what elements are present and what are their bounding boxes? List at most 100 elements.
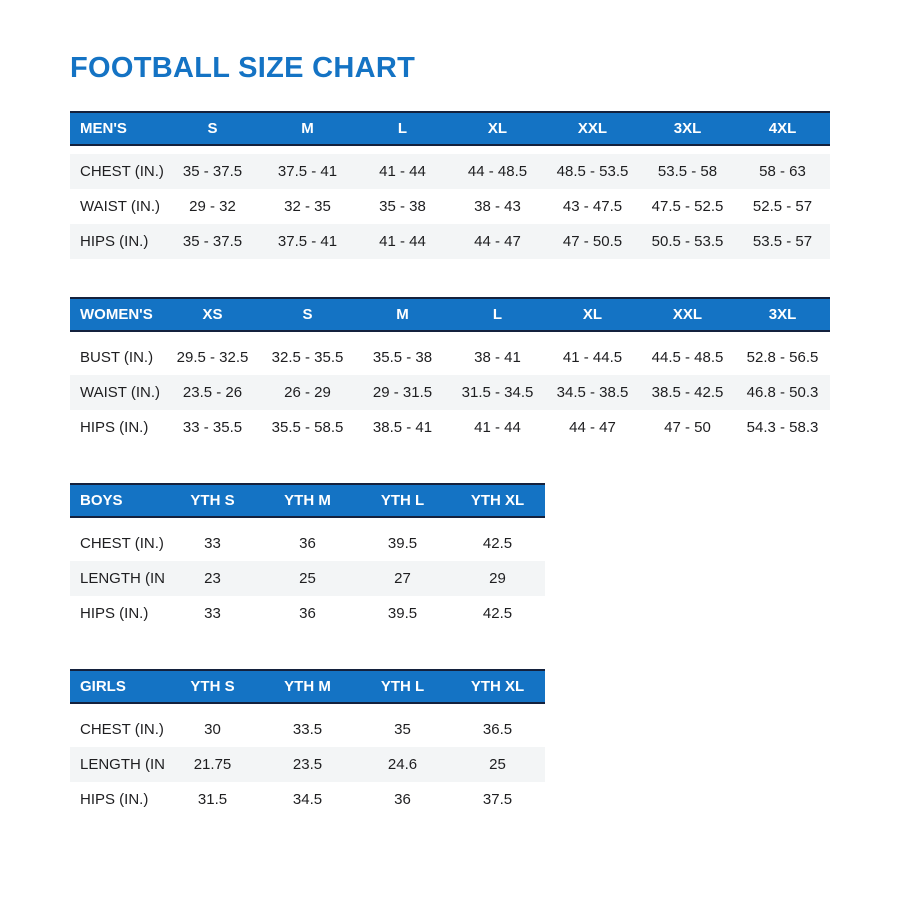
column-header-yth-xl: YTH XL xyxy=(470,492,525,509)
cell-value: 42.5 xyxy=(482,605,513,622)
size-chart-page: FOOTBALL SIZE CHART MEN'S S M L XL XXL 3XL 4XL C… xyxy=(70,52,900,817)
table-row-length-in: LENGTH (IN.) 21.75 23.5 24.6 25 xyxy=(70,747,545,782)
row-label: HIPS (IN.) xyxy=(80,419,149,436)
table-row-waist-in: WAIST (IN.) 29 - 32 32 - 35 35 - 38 38 - 43 4… xyxy=(70,189,830,224)
row-label: HIPS (IN.) xyxy=(80,233,149,250)
cell-value: 36 xyxy=(299,535,316,552)
table-title: WOMEN'S xyxy=(80,306,153,323)
row-label: WAIST (IN.) xyxy=(80,198,160,215)
cell-value: 44 - 47 xyxy=(569,419,616,436)
column-header-yth-l: YTH L xyxy=(380,492,425,509)
cell-value: 27 xyxy=(394,570,411,587)
cell-value: 25 xyxy=(489,756,506,773)
cell-value: 54.3 - 58.3 xyxy=(746,419,819,436)
cell-value: 38 - 43 xyxy=(474,198,521,215)
table-row-chest-in: CHEST (IN.) 30 33.5 35 36.5 xyxy=(70,712,545,747)
column-header-l: L xyxy=(397,120,408,137)
cell-value: 34.5 - 38.5 xyxy=(556,384,629,401)
row-label: HIPS (IN.) xyxy=(80,605,149,622)
cell-value: 34.5 xyxy=(292,791,323,808)
table-title: GIRLS xyxy=(80,678,126,695)
cell-value: 26 - 29 xyxy=(284,384,331,401)
cell-value: 41 - 44 xyxy=(379,163,426,180)
cell-value: 41 - 44.5 xyxy=(562,349,623,366)
cell-value: 23.5 - 26 xyxy=(182,384,243,401)
column-header-yth-l: YTH L xyxy=(380,678,425,695)
table-title: BOYS xyxy=(80,492,123,509)
size-table-boys: BOYS YTH S YTH M YTH L YTH XL CHEST (IN.) 33 36… xyxy=(70,483,545,631)
cell-value: 35 - 38 xyxy=(379,198,426,215)
page-title: FOOTBALL SIZE CHART xyxy=(70,52,416,84)
cell-value: 29 xyxy=(489,570,506,587)
cell-value: 38.5 - 41 xyxy=(372,419,433,436)
cell-value: 47 - 50.5 xyxy=(562,233,623,250)
column-header-yth-xl: YTH XL xyxy=(470,678,525,695)
size-table-girls: GIRLS YTH S YTH M YTH L YTH XL CHEST (IN.) 30 3… xyxy=(70,669,545,817)
cell-value: 29 - 31.5 xyxy=(372,384,433,401)
column-header-4xl: 4XL xyxy=(768,120,797,137)
cell-value: 33 xyxy=(204,605,221,622)
cell-value: 47.5 - 52.5 xyxy=(651,198,724,215)
cell-value: 33 - 35.5 xyxy=(182,419,243,436)
row-label: LENGTH (IN.) xyxy=(80,756,165,773)
cell-value: 38.5 - 42.5 xyxy=(651,384,724,401)
column-header-yth-m: YTH M xyxy=(284,678,331,695)
column-header-yth-s: YTH S xyxy=(190,678,235,695)
cell-value: 35 xyxy=(394,721,411,738)
column-header-s: S xyxy=(207,120,218,137)
tables: MEN'S S M L XL XXL 3XL 4XL CHEST (IN.) 35 - 37.5 3… xyxy=(70,111,900,817)
cell-value: 21.75 xyxy=(193,756,232,773)
cell-value: 52.5 - 57 xyxy=(752,198,813,215)
cell-value: 46.8 - 50.3 xyxy=(746,384,819,401)
cell-value: 36 xyxy=(394,791,411,808)
table-row-hips-in: HIPS (IN.) 33 36 39.5 42.5 xyxy=(70,596,545,631)
table-body: BUST (IN.) 29.5 - 32.5 32.5 - 35.5 35.5 - 3… xyxy=(70,340,830,445)
cell-value: 42.5 xyxy=(482,535,513,552)
size-table-men-s: MEN'S S M L XL XXL 3XL 4XL CHEST (IN.) 35 - 37.5 3… xyxy=(70,111,830,259)
row-label: LENGTH (IN.) xyxy=(80,570,165,587)
cell-value: 36.5 xyxy=(482,721,513,738)
table-body: CHEST (IN.) 35 - 37.5 37.5 - 41 41 - 44 44 -… xyxy=(70,154,830,259)
cell-value: 32 - 35 xyxy=(284,198,331,215)
cell-value: 53.5 - 58 xyxy=(657,163,718,180)
cell-value: 53.5 - 57 xyxy=(752,233,813,250)
table-row-hips-in: HIPS (IN.) 35 - 37.5 37.5 - 41 41 - 44 44 - … xyxy=(70,224,830,259)
table-row-chest-in: CHEST (IN.) 33 36 39.5 42.5 xyxy=(70,526,545,561)
table-row-hips-in: HIPS (IN.) 33 - 35.5 35.5 - 58.5 38.5 - 41 4… xyxy=(70,410,830,445)
cell-value: 23 xyxy=(204,570,221,587)
cell-value: 29 - 32 xyxy=(189,198,236,215)
table-title: MEN'S xyxy=(80,120,127,137)
cell-value: 31.5 - 34.5 xyxy=(461,384,534,401)
table-row-hips-in: HIPS (IN.) 31.5 34.5 36 37.5 xyxy=(70,782,545,817)
table-row-waist-in: WAIST (IN.) 23.5 - 26 26 - 29 29 - 31.5 31.5… xyxy=(70,375,830,410)
cell-value: 30 xyxy=(204,721,221,738)
cell-value: 58 - 63 xyxy=(759,163,806,180)
cell-value: 25 xyxy=(299,570,316,587)
cell-value: 32.5 - 35.5 xyxy=(271,349,344,366)
cell-value: 35.5 - 58.5 xyxy=(271,419,344,436)
row-label: CHEST (IN.) xyxy=(80,721,164,738)
cell-value: 39.5 xyxy=(387,605,418,622)
table-header-row: BOYS YTH S YTH M YTH L YTH XL xyxy=(70,483,545,518)
table-row-bust-in: BUST (IN.) 29.5 - 32.5 32.5 - 35.5 35.5 - 3… xyxy=(70,340,830,375)
column-header-m: M xyxy=(301,120,314,137)
row-label: HIPS (IN.) xyxy=(80,791,149,808)
column-header-3xl: 3XL xyxy=(768,306,797,323)
cell-value: 44 - 48.5 xyxy=(467,163,528,180)
column-header-m: M xyxy=(396,306,409,323)
cell-value: 38 - 41 xyxy=(474,349,521,366)
table-header-row: WOMEN'S XS S M L XL XXL 3XL xyxy=(70,297,830,332)
row-label: CHEST (IN.) xyxy=(80,163,164,180)
cell-value: 47 - 50 xyxy=(664,419,711,436)
cell-value: 23.5 xyxy=(292,756,323,773)
cell-value: 52.8 - 56.5 xyxy=(746,349,819,366)
cell-value: 35.5 - 38 xyxy=(372,349,433,366)
cell-value: 39.5 xyxy=(387,535,418,552)
table-header-row: MEN'S S M L XL XXL 3XL 4XL xyxy=(70,111,830,146)
cell-value: 35 - 37.5 xyxy=(182,233,243,250)
column-header-l: L xyxy=(492,306,503,323)
cell-value: 48.5 - 53.5 xyxy=(556,163,629,180)
cell-value: 37.5 - 41 xyxy=(277,233,338,250)
cell-value: 37.5 xyxy=(482,791,513,808)
row-label: CHEST (IN.) xyxy=(80,535,164,552)
